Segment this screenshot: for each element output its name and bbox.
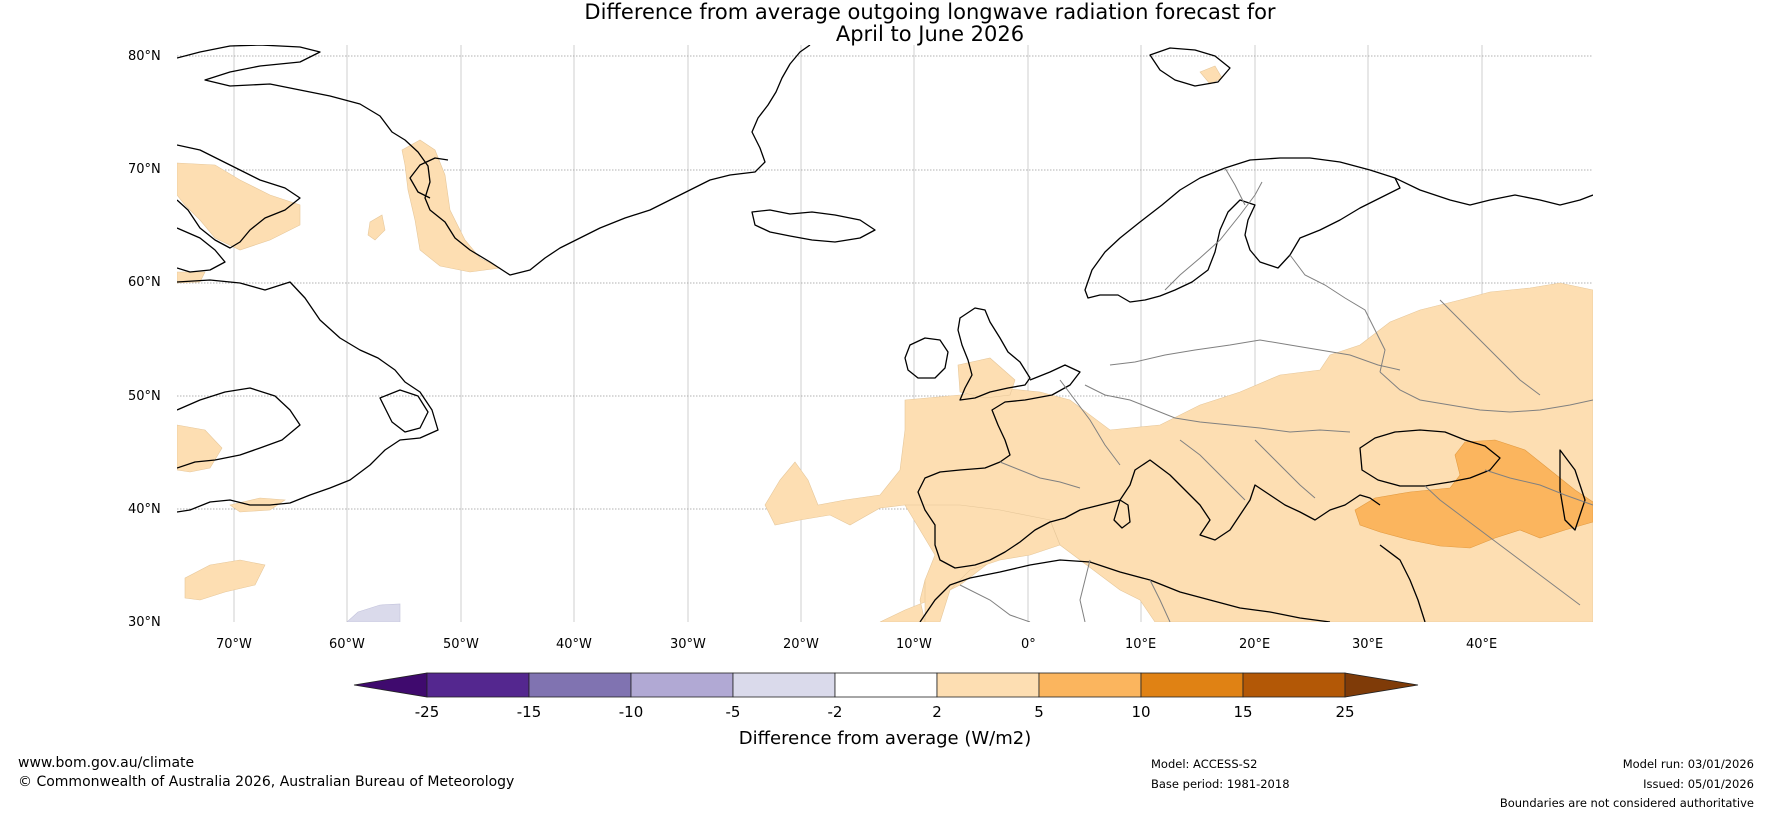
colorbar-tick-label: -2: [827, 703, 843, 721]
lat-label: 40°N: [128, 502, 161, 517]
colorbar-bin-9: [1242, 672, 1346, 698]
colorbar-bin-3: [630, 672, 734, 698]
lat-label: 70°N: [128, 162, 161, 177]
coast-iceland: [751, 209, 876, 243]
coastlines: [177, 45, 1593, 622]
lon-label: 50°W: [443, 637, 479, 652]
anomaly-area-greenland-coast: [401, 139, 502, 273]
lon-label: 70°W: [216, 637, 252, 652]
colorbar-tick-label: 10: [1131, 703, 1151, 721]
coast-ireland: [904, 337, 949, 379]
map-grid: [177, 45, 1593, 622]
colorbar-bin-1: [426, 672, 530, 698]
country-borders: [959, 167, 1593, 622]
lon-label: 0°: [1021, 637, 1036, 652]
footer-website-link[interactable]: www.bom.gov.au/climate: [18, 755, 195, 771]
coast-britain: [957, 307, 1031, 401]
colorbar-tick-label: 2: [932, 703, 942, 721]
colorbar-bin-2: [528, 672, 632, 698]
lon-label: 10°E: [1125, 637, 1157, 652]
colorbar-tick-label: -5: [725, 703, 741, 721]
coast-gulf-st-lawrence: [177, 387, 301, 469]
lon-label: 60°W: [329, 637, 365, 652]
anomaly-area-newfoundland-south: [177, 424, 223, 473]
coast-greenland: [177, 45, 811, 276]
colorbar-tick-label: 15: [1233, 703, 1253, 721]
lon-label: 20°W: [783, 637, 819, 652]
colorbar-tick-label: 25: [1335, 703, 1355, 721]
lon-label: 40°W: [556, 637, 592, 652]
colorbar-tick-label: -25: [414, 703, 440, 721]
lon-label: 40°E: [1466, 637, 1498, 652]
coast-east-med: [1379, 544, 1426, 622]
anomaly-area-baffin: [177, 162, 301, 251]
anomaly-shading-weak-negative: [346, 603, 401, 622]
lon-label: 20°E: [1239, 637, 1271, 652]
coast-iberia-france: [917, 364, 1121, 569]
map-title-line1: Difference from average outgoing longwav…: [584, 0, 1276, 24]
coast-black-sea: [1359, 429, 1501, 487]
coast-corsica-sardinia: [1113, 499, 1131, 529]
footer-model: Model: ACCESS-S2: [1151, 757, 1258, 771]
colorbar-title: Difference from average (W/m2): [738, 728, 1032, 749]
footer-issued: Issued: 05/01/2026: [1643, 777, 1754, 791]
colorbar-tick-label: -15: [516, 703, 542, 721]
colorbar-extend-high: [1344, 672, 1419, 698]
colorbar-tick-label: 5: [1034, 703, 1044, 721]
coast-baffin-island: [177, 144, 301, 249]
footer-base-period: Base period: 1981-2018: [1151, 777, 1290, 791]
coast-north-africa: [919, 559, 1331, 622]
colorbar-extend-low: [353, 672, 428, 698]
coast-caspian: [1559, 449, 1586, 531]
coast-hudson-strait: [177, 227, 226, 273]
colorbar-tick-label: -10: [618, 703, 644, 721]
coast-greenland-west: [409, 157, 449, 199]
coast-svalbard: [1149, 47, 1231, 87]
colorbar-bin-7: [1038, 672, 1142, 698]
coast-labrador: [177, 279, 439, 513]
anomaly-shading-weak-positive: [177, 65, 1593, 622]
lon-label: 30°E: [1352, 637, 1384, 652]
colorbar-bin-6: [936, 672, 1040, 698]
anomaly-area-atlantic-south: [184, 559, 266, 601]
coast-kola-russia: [1394, 177, 1593, 206]
anomaly-area-atlantic-west: [346, 603, 401, 622]
lat-label: 30°N: [128, 615, 161, 630]
coast-newfoundland: [379, 389, 429, 433]
colorbar: [353, 672, 1419, 698]
lon-label: 30°W: [670, 637, 706, 652]
map-title-line2: April to June 2026: [835, 22, 1025, 46]
anomaly-area-britain: [957, 357, 1016, 399]
anomaly-area-north-africa: [904, 504, 1061, 622]
anomaly-area-turkey-caucasus: [1354, 439, 1593, 549]
colorbar-bin-5: [834, 672, 938, 698]
coast-italy-balkans: [1119, 459, 1381, 541]
footer-copyright: © Commonwealth of Australia 2026, Austra…: [18, 774, 515, 790]
colorbar-bin-4: [732, 672, 836, 698]
anomaly-shading-moderate-positive: [1354, 439, 1593, 549]
coast-scandinavia: [1084, 157, 1401, 303]
footer-disclaimer: Boundaries are not considered authoritat…: [1499, 796, 1754, 810]
lat-label: 80°N: [128, 49, 161, 64]
lat-label: 60°N: [128, 275, 161, 290]
lon-label: 10°W: [896, 637, 932, 652]
footer-model-run: Model run: 03/01/2026: [1622, 757, 1754, 771]
anomaly-area-ocean-patch: [367, 214, 386, 241]
lat-label: 50°N: [128, 389, 161, 404]
colorbar-bin-8: [1140, 672, 1244, 698]
